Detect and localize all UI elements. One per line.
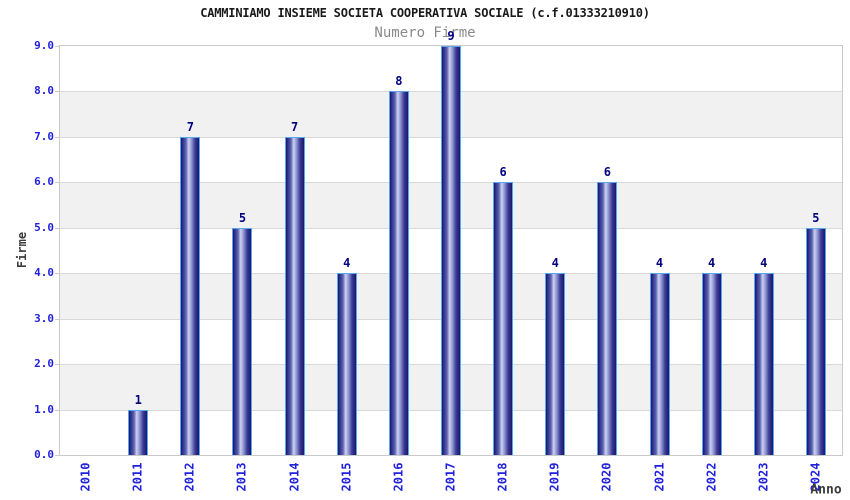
bar-value-label: 1 xyxy=(134,392,142,407)
chart-subtitle: Numero Firme xyxy=(374,25,476,41)
x-tick-label: 2022 xyxy=(704,462,719,492)
x-tick-label: 2021 xyxy=(652,462,667,492)
x-tick-label: 2016 xyxy=(391,462,406,492)
bar-value-label: 9 xyxy=(447,29,455,43)
x-tick-label: 2012 xyxy=(182,462,197,492)
y-tick-label: 4.0 xyxy=(34,266,54,280)
bar xyxy=(493,182,514,455)
bar xyxy=(701,273,722,455)
bar-value-label: 4 xyxy=(551,256,559,271)
y-tick-mark xyxy=(55,91,59,93)
y-tick-mark xyxy=(55,136,59,138)
chart-title: CAMMINIAMO INSIEME SOCIETA COOPERATIVA S… xyxy=(200,6,650,20)
bar xyxy=(232,227,253,455)
y-tick-mark xyxy=(55,227,59,229)
x-tick-label: 2014 xyxy=(287,462,302,492)
x-tick-label: 2020 xyxy=(599,462,614,492)
plot-area: 2010 1 2011 7 2012 5 2013 7 2014 4 2015 8 2016 9 2017 6… xyxy=(59,29,843,491)
bar xyxy=(128,409,149,455)
y-tick-label: 9.0 xyxy=(34,39,54,52)
bar xyxy=(805,227,826,455)
y-tick-mark xyxy=(55,364,59,366)
bar-value-label: 6 xyxy=(603,165,612,180)
bar-value-label: 7 xyxy=(186,119,194,134)
x-tick-label: 2015 xyxy=(339,462,354,492)
x-tick-label: 2010 xyxy=(78,462,93,492)
y-tick-label: 6.0 xyxy=(34,175,54,189)
y-tick-label: 8.0 xyxy=(34,84,54,98)
bar-value-label: 6 xyxy=(499,165,507,180)
x-tick-label: 2011 xyxy=(130,462,145,492)
y-tick-mark xyxy=(55,46,59,47)
bar xyxy=(441,46,461,455)
bar-value-label: 7 xyxy=(290,119,299,134)
bar xyxy=(545,273,566,455)
y-tick-label: 0.0 xyxy=(34,448,54,461)
y-tick-mark xyxy=(55,182,59,184)
y-tick-label: 1.0 xyxy=(34,402,54,416)
bar xyxy=(597,182,618,455)
bar xyxy=(753,273,774,455)
y-tick-mark xyxy=(55,409,59,411)
y-tick-mark xyxy=(55,318,59,320)
x-tick-label: 2017 xyxy=(443,462,458,492)
x-tick-label: 2023 xyxy=(756,462,771,492)
bar-value-label: 8 xyxy=(395,74,403,89)
y-axis-title: Firme xyxy=(15,231,29,269)
x-tick-label: 2019 xyxy=(547,462,562,492)
bar xyxy=(284,136,305,455)
y-tick-label: 5.0 xyxy=(34,220,54,234)
bar-value-label: 4 xyxy=(655,256,664,271)
bar-value-label: 4 xyxy=(343,256,351,271)
x-tick-label: 2013 xyxy=(234,462,249,492)
y-tick-mark xyxy=(55,455,59,456)
bar-value-label: 4 xyxy=(760,256,768,271)
x-tick-label: 2018 xyxy=(495,462,510,492)
bar xyxy=(649,273,670,455)
bar-value-label: 5 xyxy=(812,210,820,225)
bar-value-label: 4 xyxy=(708,256,716,271)
y-tick-label: 2.0 xyxy=(34,357,54,371)
bar xyxy=(336,273,357,455)
bar xyxy=(388,91,409,455)
bar-value-label: 5 xyxy=(238,210,247,225)
x-axis-title: Anno xyxy=(810,482,842,498)
y-tick-label: 3.0 xyxy=(34,311,54,325)
y-tick-label: 7.0 xyxy=(34,129,54,143)
bar xyxy=(180,136,201,455)
y-tick-mark xyxy=(55,273,59,275)
